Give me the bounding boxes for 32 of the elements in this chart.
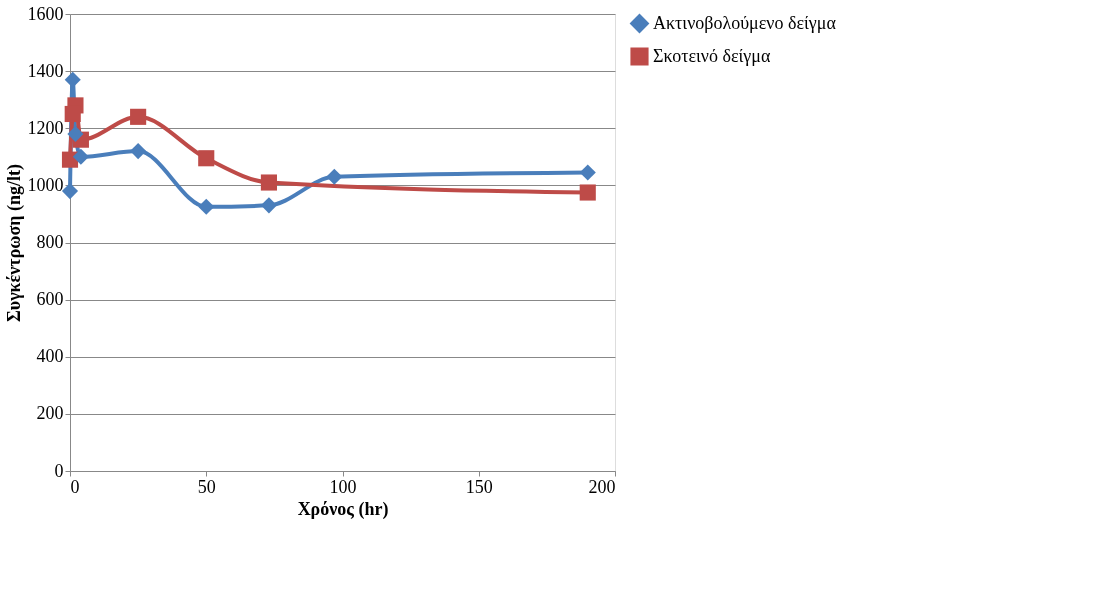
point [64,105,81,123]
x-tick-label: 150 [465,476,493,497]
point [72,148,89,165]
point [130,143,147,160]
y-tick-label: 1000 [27,174,64,195]
legend-label: Σκοτεινό δείγμα [653,45,771,66]
y-tick-label: 1600 [27,3,64,24]
point [64,71,81,88]
x-tick-label: 0 [70,476,80,497]
point [260,197,277,214]
y-tick-label: 1400 [27,60,64,81]
x-tick-label: 100 [329,476,357,497]
point [579,164,596,181]
legend-label: Ακτινοβολούμενο δείγμα [653,12,837,33]
point [579,184,596,201]
point [260,174,277,191]
y-axis-title: Συγκέντρωση (ng/lt) [3,164,25,322]
x-tick-label: 50 [197,476,216,497]
point [67,125,84,143]
point [61,183,79,200]
y-tick-label: 800 [36,232,64,252]
x-axis-title: Χρόνος (hr) [297,498,389,520]
point [130,108,147,125]
point [326,168,343,185]
point [198,198,215,215]
x-tick-label: 200 [588,476,616,497]
y-tick-label: 0 [54,460,64,481]
y-tick-label: 400 [36,346,64,367]
y-tick-label: 600 [36,289,64,310]
y-tick-label: 200 [36,403,64,424]
y-tick-label: 1200 [27,117,64,138]
point [198,150,215,167]
